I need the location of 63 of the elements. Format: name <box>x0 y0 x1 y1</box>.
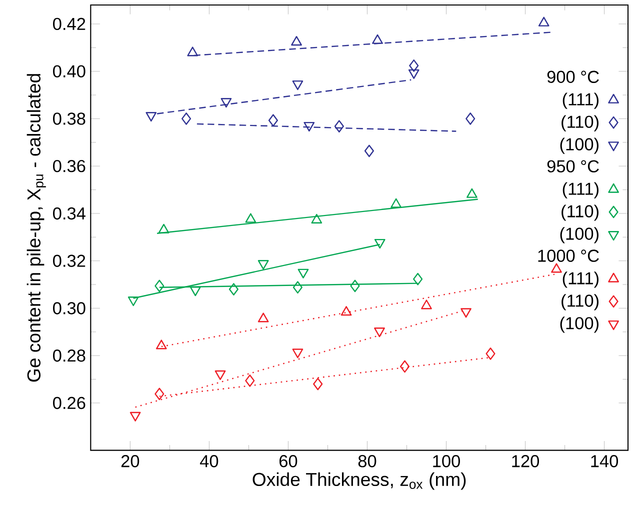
point <box>413 272 423 286</box>
point <box>268 114 278 127</box>
x-axis-title: Oxide Thickness, z$_{ox}$ (nm) <box>252 472 466 490</box>
point <box>466 112 476 125</box>
point <box>214 370 226 380</box>
y-tick-label: 0.40 <box>53 65 86 78</box>
point <box>128 296 139 306</box>
point <box>292 281 302 294</box>
y-tick-label: 0.30 <box>53 302 86 314</box>
point <box>292 348 304 358</box>
point <box>364 144 374 158</box>
point <box>374 238 386 249</box>
annotation: 1000 °C <box>538 250 599 262</box>
point <box>298 268 309 278</box>
point <box>334 120 344 132</box>
x-tick-label: 60 <box>279 455 298 468</box>
y-tick-label: 0.26 <box>53 396 86 410</box>
point <box>486 348 496 360</box>
legend-label: (111) <box>562 272 598 288</box>
point <box>390 198 402 208</box>
point <box>181 112 192 125</box>
x-tick-label: 120 <box>512 455 540 468</box>
x-tick-label: 40 <box>200 455 218 468</box>
point <box>190 286 201 296</box>
point <box>130 412 141 422</box>
point <box>409 59 419 72</box>
x-tick-label: 20 <box>121 455 140 468</box>
point <box>400 360 410 373</box>
point <box>245 213 256 223</box>
point <box>228 283 238 296</box>
annotation: 900 °C <box>547 70 599 83</box>
point <box>374 328 385 338</box>
point <box>538 16 550 26</box>
legend-label: (100) <box>560 227 598 244</box>
x-tick-label: 140 <box>591 455 618 468</box>
legend-label: (111) <box>562 182 598 198</box>
y-tick-label: 0.38 <box>53 112 86 125</box>
legend-label: (100) <box>560 316 598 333</box>
legend-label: (110) <box>562 115 598 132</box>
annotation: 950 °C <box>547 160 599 172</box>
y-axis-title: Ge content in pile-up, X$_{pu}$ - calculated <box>26 74 46 382</box>
point <box>245 374 255 387</box>
legend-label: (111) <box>562 92 598 109</box>
point <box>466 188 478 198</box>
point <box>460 308 472 318</box>
point <box>313 378 323 390</box>
y-tick-label: 0.36 <box>53 160 86 172</box>
legend-label: (100) <box>560 138 598 154</box>
legend-label: (110) <box>562 204 598 221</box>
y-tick-label: 0.28 <box>53 349 86 362</box>
y-tick-label: 0.34 <box>53 207 86 220</box>
point <box>258 260 269 270</box>
y-tick-label: 0.42 <box>53 18 86 30</box>
point <box>291 36 302 46</box>
point <box>154 388 164 400</box>
point <box>187 46 198 56</box>
y-tick-label: 0.32 <box>53 254 86 267</box>
point <box>350 280 360 292</box>
x-tick-label: 80 <box>358 455 376 468</box>
point <box>372 34 383 44</box>
point <box>154 280 164 292</box>
x-tick-label: 100 <box>433 455 460 468</box>
legend-label: (110) <box>562 294 598 310</box>
